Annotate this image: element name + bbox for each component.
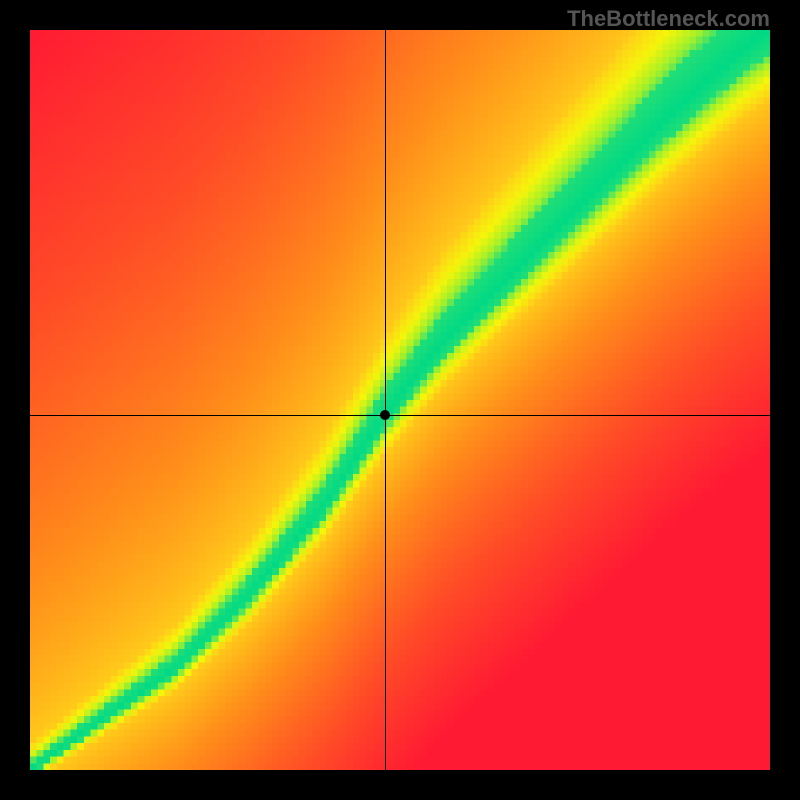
marker-dot [380, 410, 390, 420]
watermark-text: TheBottleneck.com [567, 6, 770, 32]
heatmap-plot [30, 30, 770, 770]
crosshair-horizontal [30, 415, 770, 416]
crosshair-vertical [385, 30, 386, 770]
heatmap-canvas [30, 30, 770, 770]
